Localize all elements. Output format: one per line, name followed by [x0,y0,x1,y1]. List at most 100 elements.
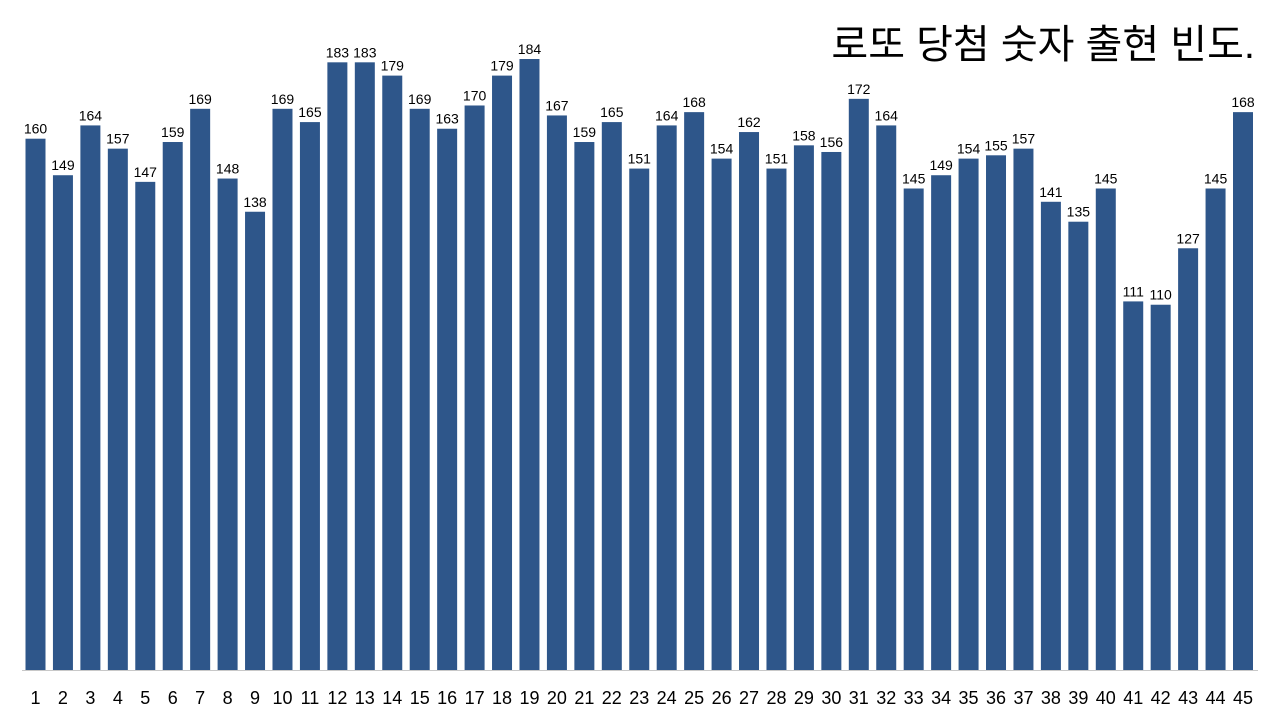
value-label: 149 [929,157,953,173]
x-tick-label: 41 [1123,688,1143,708]
value-label: 164 [655,107,679,123]
x-tick-label: 37 [1013,688,1033,708]
value-label: 159 [161,124,185,140]
value-label: 179 [490,58,514,74]
value-label: 162 [737,114,761,130]
x-tick-label: 3 [85,688,95,708]
value-label: 168 [1231,94,1255,110]
bar [958,158,979,670]
value-label: 145 [902,171,926,187]
value-label: 165 [298,104,322,120]
bar [409,108,430,670]
value-label: 145 [1094,171,1118,187]
bar [1040,201,1061,671]
bar [382,75,403,670]
value-label: 156 [820,134,844,150]
bar [190,108,211,670]
x-tick-label: 35 [959,688,979,708]
x-tick-label: 20 [547,688,567,708]
value-label: 155 [984,137,1008,153]
x-tick-label: 42 [1151,688,1171,708]
bar [492,75,513,670]
bar [135,181,156,670]
bar [464,105,485,670]
bar [656,125,677,671]
value-label: 127 [1176,230,1200,246]
value-label: 154 [957,141,981,157]
x-tick-label: 17 [465,688,485,708]
value-label: 179 [381,58,405,74]
value-label: 184 [518,41,542,57]
bar [1178,248,1199,671]
bar [107,148,128,671]
value-label: 168 [682,94,706,110]
x-tick-label: 32 [876,688,896,708]
value-label: 164 [79,107,103,123]
x-tick-label: 36 [986,688,1006,708]
bar [739,132,760,671]
x-tick-label: 15 [410,688,430,708]
value-label: 165 [600,104,624,120]
value-label: 183 [353,44,377,60]
bar [1095,188,1116,670]
bar [601,122,622,670]
bar [25,138,46,670]
x-tick-label: 5 [140,688,150,708]
x-tick-label: 38 [1041,688,1061,708]
x-tick-label: 23 [629,688,649,708]
value-label: 138 [243,194,267,210]
bar [245,211,266,670]
bar [821,151,842,670]
x-tick-label: 7 [195,688,205,708]
bar [848,98,869,670]
bar [327,62,348,670]
bar [903,188,924,670]
bar [1123,301,1144,670]
x-tick-label: 9 [250,688,260,708]
bar [52,175,73,670]
value-label: 157 [106,131,130,147]
bar [684,112,705,670]
value-label: 148 [216,161,240,177]
x-tick-label: 10 [272,688,292,708]
x-tick-label: 40 [1096,688,1116,708]
x-tick-label: 22 [602,688,622,708]
x-tick-label: 14 [382,688,402,708]
bar [80,125,101,671]
x-tick-label: 34 [931,688,951,708]
x-tick-label: 13 [355,688,375,708]
value-label: 158 [792,127,816,143]
bar [299,122,320,670]
x-tick-label: 43 [1178,688,1198,708]
bar [1068,221,1089,670]
x-tick-label: 25 [684,688,704,708]
value-label: 183 [326,44,350,60]
x-tick-label: 24 [657,688,677,708]
x-tick-label: 18 [492,688,512,708]
x-tick-label: 28 [766,688,786,708]
x-tick-label: 8 [223,688,233,708]
x-tick-label: 29 [794,688,814,708]
value-label: 145 [1204,171,1228,187]
bar [793,145,814,670]
value-label: 164 [875,107,899,123]
x-tick-label: 1 [30,688,40,708]
value-label: 147 [134,164,158,180]
value-label: 163 [435,111,459,127]
value-label: 170 [463,87,487,103]
value-label: 172 [847,81,871,97]
bar [711,158,732,670]
bar [354,62,375,670]
value-label: 157 [1012,131,1036,147]
value-label: 141 [1039,184,1063,200]
x-tick-label: 30 [821,688,841,708]
value-label: 111 [1123,283,1144,299]
x-tick-label: 21 [574,688,594,708]
bar [931,175,952,670]
chart-title: 로또 당첨 숫자 출현 빈도. [831,23,1255,67]
bar [766,168,787,670]
value-label: 160 [24,121,48,137]
x-tick-label: 27 [739,688,759,708]
x-tick-label: 6 [168,688,178,708]
